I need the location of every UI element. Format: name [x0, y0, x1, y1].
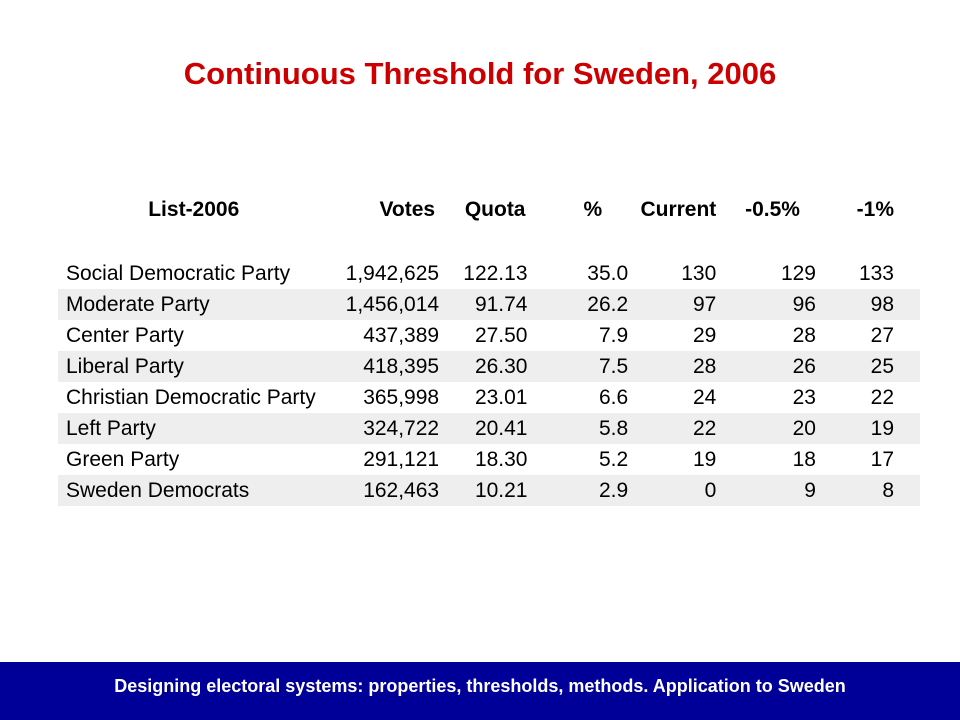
- minus-half-cell: 18: [792, 447, 816, 471]
- table-row: Christian Democratic Party 365,998 23.01…: [58, 382, 920, 413]
- current-cell: 28: [628, 351, 717, 382]
- table-row: Social Democratic Party 1,942,625 122.13…: [58, 258, 920, 289]
- party-name: Center Party: [66, 323, 184, 347]
- minus-half-cell: 20: [716, 413, 816, 444]
- table-body: Social Democratic Party 1,942,625 122.13…: [58, 258, 920, 506]
- percent-cell: 7.9: [598, 323, 629, 347]
- table-row: Left Party 324,722 20.41 5.8 22 20 19: [58, 413, 920, 444]
- minus-one-cell: 8: [815, 475, 920, 506]
- table-row: Center Party 437,389 27.50 7.9 29 28 27: [58, 320, 920, 351]
- quota-cell: 18.30: [474, 447, 528, 471]
- party-name: Christian Democratic Party: [66, 385, 316, 409]
- quota-cell: 27.50: [474, 323, 528, 347]
- party-name: Social Democratic Party: [66, 261, 291, 285]
- votes-cell: 162,463: [329, 475, 440, 506]
- header-minus-one: -1%: [856, 198, 894, 221]
- current-cell: 130: [681, 261, 717, 285]
- quota-cell: 10.21: [439, 475, 528, 506]
- header-percent: %: [583, 198, 603, 221]
- table-row: Liberal Party 418,395 26.30 7.5 28 26 25: [58, 351, 920, 382]
- votes-cell: 324,722: [329, 413, 440, 444]
- party-name: Left Party: [58, 413, 330, 444]
- percent-cell: 2.9: [527, 475, 629, 506]
- minus-one-cell: 22: [870, 385, 894, 409]
- current-cell: 24: [692, 385, 717, 409]
- current-cell: 97: [628, 289, 717, 320]
- quota-cell: 122.13: [463, 261, 528, 285]
- slide-title: Continuous Threshold for Sweden, 2006: [183, 56, 777, 91]
- table-row: Moderate Party 1,456,014 91.74 26.2 97 9…: [58, 289, 920, 320]
- header-quota: Quota: [464, 198, 526, 221]
- header-votes: Votes: [379, 198, 436, 221]
- votes-cell: 291,121: [363, 447, 440, 471]
- minus-one-cell: 133: [858, 261, 894, 285]
- party-name: Green Party: [66, 447, 180, 471]
- minus-one-cell: 19: [815, 413, 920, 444]
- votes-cell: 1,942,625: [345, 261, 440, 285]
- results-table: List-2006 Votes Quota % Current -0.5% -1…: [58, 192, 920, 506]
- current-cell: 22: [628, 413, 717, 444]
- quota-cell: 26.30: [439, 351, 528, 382]
- votes-cell: 437,389: [363, 323, 440, 347]
- votes-cell: 1,456,014: [329, 289, 440, 320]
- votes-cell: 365,998: [363, 385, 440, 409]
- current-cell: 0: [628, 475, 717, 506]
- minus-half-cell: 23: [792, 385, 816, 409]
- percent-cell: 6.6: [598, 385, 629, 409]
- header-minus-half: -0.5%: [745, 198, 800, 221]
- minus-half-cell: 28: [792, 323, 816, 347]
- minus-one-cell: 25: [815, 351, 920, 382]
- minus-one-cell: 27: [870, 323, 894, 347]
- percent-cell: 5.8: [527, 413, 629, 444]
- party-name: Liberal Party: [58, 351, 330, 382]
- table-row: Sweden Democrats 162,463 10.21 2.9 0 9 8: [58, 475, 920, 506]
- header-current: Current: [640, 198, 717, 221]
- percent-cell: 5.2: [598, 447, 629, 471]
- table-header-row: List-2006 Votes Quota % Current -0.5% -1…: [58, 192, 920, 228]
- percent-cell: 26.2: [527, 289, 629, 320]
- minus-half-cell: 96: [716, 289, 816, 320]
- header-list: List-2006: [148, 198, 240, 221]
- table-row: Green Party 291,121 18.30 5.2 19 18 17: [58, 444, 920, 475]
- minus-half-cell: 9: [716, 475, 816, 506]
- party-name: Moderate Party: [58, 289, 330, 320]
- footer-text: Designing electoral systems: properties,…: [114, 676, 846, 696]
- quota-cell: 23.01: [474, 385, 528, 409]
- minus-one-cell: 17: [870, 447, 894, 471]
- current-cell: 19: [692, 447, 717, 471]
- minus-half-cell: 129: [780, 261, 816, 285]
- footer-bar: Designing electoral systems: properties,…: [0, 662, 960, 720]
- minus-half-cell: 26: [716, 351, 816, 382]
- current-cell: 29: [692, 323, 717, 347]
- quota-cell: 20.41: [439, 413, 528, 444]
- quota-cell: 91.74: [439, 289, 528, 320]
- header-spacer: [58, 228, 920, 258]
- party-name: Sweden Democrats: [58, 475, 330, 506]
- votes-cell: 418,395: [329, 351, 440, 382]
- minus-one-cell: 98: [815, 289, 920, 320]
- percent-cell: 35.0: [587, 261, 629, 285]
- percent-cell: 7.5: [527, 351, 629, 382]
